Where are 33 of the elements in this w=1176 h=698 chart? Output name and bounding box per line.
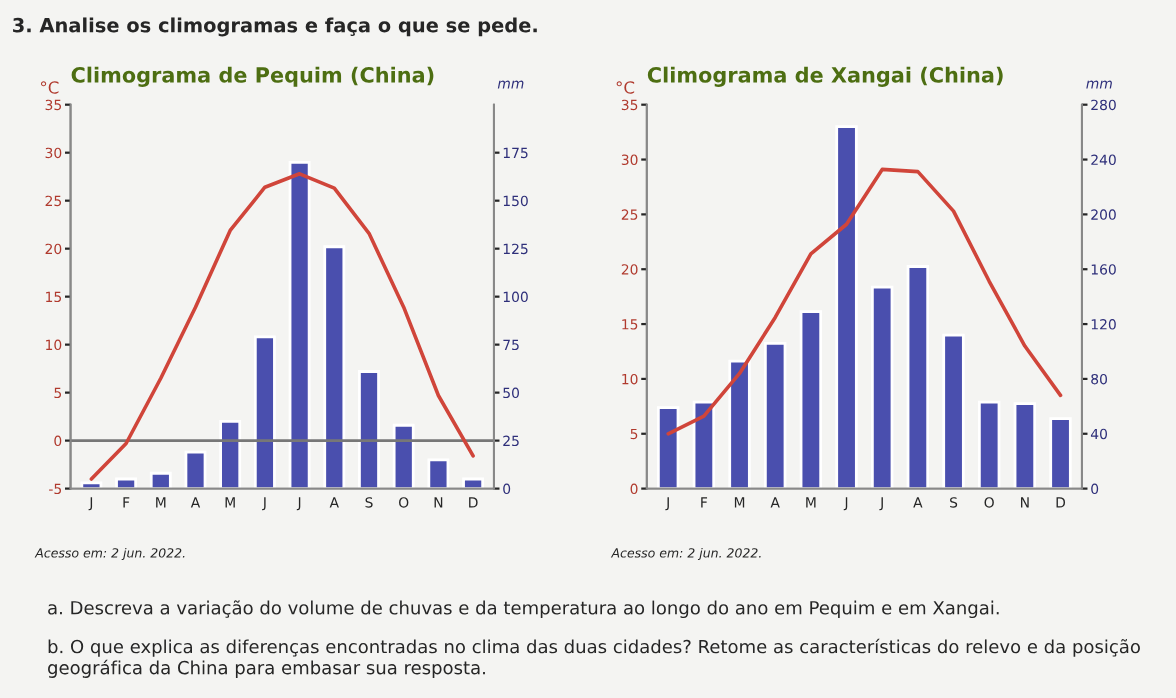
text: a. Descreva a variação do volume de chuvas e da temperatura ao longo do ano em Pequim e em Xangai. <box>48 600 999 619</box>
bar <box>728 359 751 489</box>
bar <box>1013 402 1037 489</box>
bar <box>942 333 965 489</box>
bar <box>427 458 450 489</box>
bar <box>835 125 858 489</box>
bar <box>657 406 680 489</box>
y-axis-title: °C <box>40 81 59 94</box>
bar <box>115 477 138 489</box>
bar <box>253 335 276 489</box>
chart-title: Climograma de Pequim (China) <box>71 66 434 87</box>
bar <box>323 245 346 489</box>
bar <box>219 420 242 489</box>
bar <box>692 400 716 489</box>
bar <box>288 160 311 489</box>
line-series <box>89 171 475 481</box>
text: 3. Analise os climogramas e faça o que se pede. <box>13 17 537 37</box>
bar <box>149 471 172 489</box>
bar <box>977 400 1001 489</box>
text: b. O que explica as diferenças encontradas no clima das duas cidades? Retome as características do relevo e da posição geográfica da China para embasar sua resposta. <box>48 638 1140 678</box>
bar <box>764 341 787 489</box>
bar <box>80 481 103 489</box>
bar <box>184 450 207 489</box>
line-series <box>666 167 1063 436</box>
bar <box>799 310 823 489</box>
chart-title: Climograma de Xangai (China) <box>647 66 1003 87</box>
bar <box>358 370 380 489</box>
bar <box>462 477 485 489</box>
bar <box>870 285 894 489</box>
bar <box>906 265 930 489</box>
y-axis-title: °C <box>616 81 635 94</box>
bar <box>392 423 415 489</box>
bar <box>1049 417 1072 489</box>
